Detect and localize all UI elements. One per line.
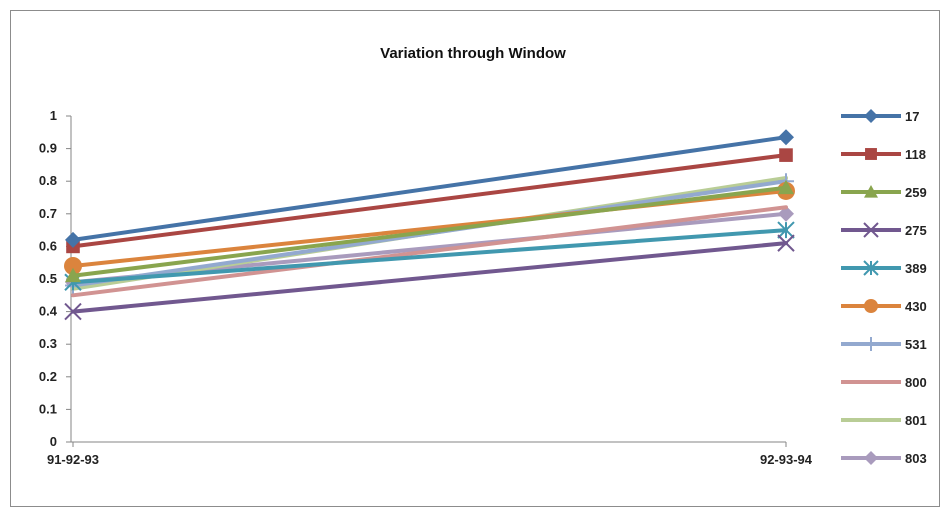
y-tick-label: 0.1 <box>39 401 57 416</box>
y-tick-label: 0.8 <box>39 173 57 188</box>
legend-item-800: 800 <box>841 375 927 390</box>
series-259 <box>65 179 794 283</box>
legend-marker <box>864 451 878 465</box>
legend-marker <box>863 222 879 238</box>
data-point <box>65 267 81 283</box>
data-point <box>777 234 795 252</box>
data-point <box>778 205 794 222</box>
legend-label: 803 <box>905 451 927 466</box>
x-tick-label: 91-92-93 <box>47 452 99 467</box>
series-17 <box>65 129 794 248</box>
legend-marker <box>864 185 878 198</box>
legend-item-801: 801 <box>841 413 927 428</box>
y-tick-label: 0.6 <box>39 238 57 253</box>
legend-marker <box>864 109 878 123</box>
y-tick-label: 0.3 <box>39 336 57 351</box>
legend-marker <box>865 148 877 160</box>
y-tick-label: 0.9 <box>39 141 57 156</box>
series-line <box>71 205 788 298</box>
series-line <box>71 153 788 249</box>
axes: 0 0.1 0.2 0.3 0.4 0.5 0.6 0.7 0.8 0.9 1 91-92-93 92-… <box>39 108 813 467</box>
legend-item-259: 259 <box>841 185 927 200</box>
data-point <box>779 148 793 162</box>
data-point <box>777 221 795 239</box>
legend: 17 118 259 275 389 430 531 800 801 803 <box>841 109 927 466</box>
legend-label: 531 <box>905 337 927 352</box>
data-point <box>778 179 794 195</box>
series-line <box>71 228 788 285</box>
legend-item-531: 531 <box>841 337 927 352</box>
series-275 <box>64 234 795 321</box>
y-tick-label: 0.5 <box>39 271 57 286</box>
data-point <box>778 129 794 146</box>
legend-item-803: 803 <box>841 451 927 466</box>
legend-marker <box>864 299 878 313</box>
legend-label: 275 <box>905 223 927 238</box>
data-point <box>64 302 82 321</box>
legend-label: 801 <box>905 413 927 428</box>
legend-label: 118 <box>905 147 926 162</box>
legend-item-118: 118 <box>841 147 926 162</box>
series-800 <box>71 205 788 298</box>
y-tick-label: 0 <box>50 434 57 449</box>
legend-item-389: 389 <box>841 260 927 276</box>
legend-label: 389 <box>905 261 927 276</box>
y-tick-label: 1 <box>50 108 57 123</box>
legend-item-430: 430 <box>841 299 927 314</box>
legend-marker <box>863 260 879 276</box>
y-tick-label: 0.7 <box>39 206 57 221</box>
data-point <box>65 231 81 248</box>
legend-item-17: 17 <box>841 109 919 124</box>
series-line <box>71 185 788 278</box>
chart-title: Variation through Window <box>380 45 566 62</box>
legend-label: 17 <box>905 109 919 124</box>
x-tick-label: 92-93-94 <box>760 452 813 467</box>
legend-label: 259 <box>905 185 927 200</box>
series-layer <box>64 129 795 321</box>
legend-label: 430 <box>905 299 927 314</box>
legend-label: 800 <box>905 375 927 390</box>
y-tick-label: 0.4 <box>39 304 58 319</box>
line-chart: Variation through Window 0 0.1 0.2 0.3 0.4 0.… <box>39 45 927 467</box>
legend-item-275: 275 <box>841 222 927 238</box>
y-tick-label: 0.2 <box>39 369 57 384</box>
series-line <box>71 135 788 242</box>
series-line <box>71 241 788 314</box>
chart-frame: Variation through Window 0 0.1 0.2 0.3 0.4 0.… <box>10 10 940 507</box>
legend-marker <box>864 337 878 351</box>
data-point <box>64 256 82 275</box>
